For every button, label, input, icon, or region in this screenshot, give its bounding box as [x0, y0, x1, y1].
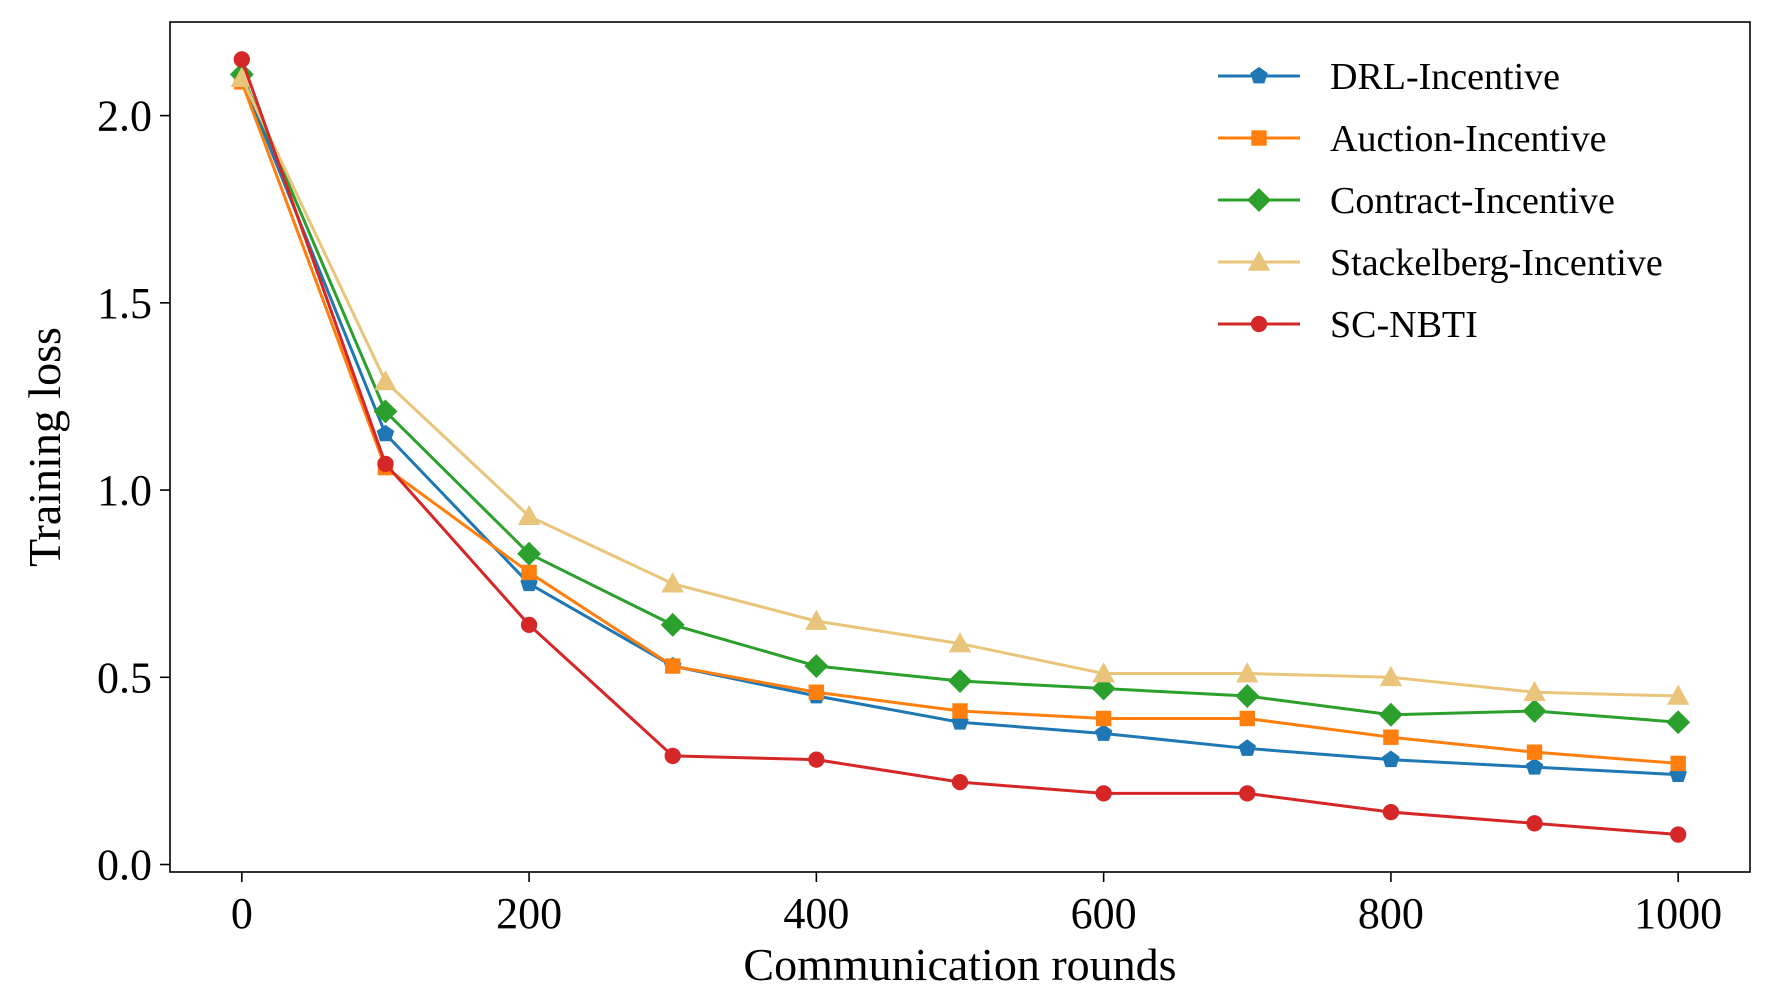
series-sc-nbti: [233, 51, 1687, 843]
x-tick-label: 200: [496, 889, 562, 938]
legend-label: DRL-Incentive: [1330, 56, 1560, 98]
data-point: [377, 455, 394, 473]
y-tick-label: 0.5: [97, 653, 152, 702]
legend-marker: [1247, 188, 1271, 212]
data-point: [1525, 757, 1544, 775]
data-point: [517, 541, 542, 566]
data-point: [517, 504, 541, 526]
data-point: [1383, 729, 1399, 745]
data-point: [376, 424, 395, 442]
data-point: [1670, 755, 1686, 772]
series-line: [240, 73, 1679, 724]
data-point: [1239, 785, 1256, 802]
data-point: [951, 773, 969, 791]
plot-frame: [169, 21, 1751, 873]
x-tick-label: 400: [783, 889, 849, 938]
legend-label: Auction-Incentive: [1330, 118, 1606, 160]
data-point: [1382, 750, 1400, 768]
x-tick-label: 800: [1358, 889, 1424, 938]
x-axis-label: Communication rounds: [743, 939, 1176, 990]
legend: DRL-Incentive Auction-Incentive Contract-I…: [1218, 56, 1663, 346]
legend-label: SC-NBTI: [1330, 304, 1478, 346]
plot-area: [169, 21, 1751, 873]
legend-marker: [1250, 66, 1268, 84]
legend-label: Stackelberg-Incentive: [1330, 242, 1663, 284]
data-point: [804, 654, 829, 679]
data-point: [1523, 680, 1546, 702]
data-point: [665, 658, 681, 674]
y-tick-label: 1.5: [97, 279, 152, 328]
legend-item: Contract-Incentive: [1218, 180, 1615, 222]
data-point: [1670, 826, 1687, 843]
series-layer: [229, 51, 1691, 843]
data-point: [1091, 676, 1116, 701]
axes: 0 200 400 600 800 1000 0.0 0.5 1.0 1.5 2.0: [97, 92, 1722, 938]
x-tick-label: 0: [231, 889, 253, 938]
data-point: [660, 612, 685, 637]
legend-marker: [1247, 250, 1271, 271]
data-point: [521, 564, 537, 581]
data-point: [808, 684, 825, 700]
y-axis-label: Training loss: [19, 327, 70, 567]
data-point: [520, 616, 538, 634]
data-point: [374, 370, 397, 391]
data-point: [1239, 710, 1255, 727]
data-point: [664, 747, 681, 765]
data-point: [1235, 684, 1260, 708]
data-point: [1095, 785, 1112, 802]
legend-item: Auction-Incentive: [1218, 118, 1606, 160]
data-point: [1379, 665, 1403, 687]
legend-item: Stackelberg-Incentive: [1218, 242, 1663, 284]
x-tick-label: 600: [1071, 889, 1137, 938]
data-point: [661, 572, 684, 593]
legend-label: Contract-Incentive: [1330, 180, 1615, 222]
legend-marker: [1250, 315, 1268, 333]
y-tick-label: 1.0: [97, 466, 152, 515]
legend-item: DRL-Incentive: [1218, 56, 1560, 98]
data-point: [373, 399, 398, 424]
data-point: [948, 632, 972, 653]
series-stackelberg-incentive: [230, 66, 1690, 705]
data-point: [1092, 662, 1115, 683]
data-point: [1526, 744, 1543, 760]
legend-marker: [1251, 130, 1267, 146]
data-point: [1666, 684, 1690, 705]
data-point: [1378, 702, 1403, 727]
data-point: [1526, 815, 1543, 832]
data-point: [1236, 662, 1259, 683]
series-contract-incentive: [229, 62, 1691, 735]
data-point: [1238, 739, 1256, 756]
series-line: [240, 77, 1679, 698]
data-point: [1095, 710, 1112, 727]
data-point: [1382, 803, 1400, 821]
data-point: [1522, 699, 1547, 723]
legend-item: SC-NBTI: [1218, 304, 1478, 346]
data-point: [948, 669, 972, 693]
data-point: [808, 751, 825, 768]
y-tick-label: 0.0: [97, 841, 152, 890]
x-tick-label: 1000: [1634, 889, 1722, 938]
y-tick-label: 2.0: [97, 92, 152, 141]
data-point: [1666, 710, 1691, 735]
data-point: [1094, 724, 1113, 741]
data-point: [805, 609, 828, 630]
data-point: [952, 703, 968, 719]
data-point: [233, 51, 250, 68]
